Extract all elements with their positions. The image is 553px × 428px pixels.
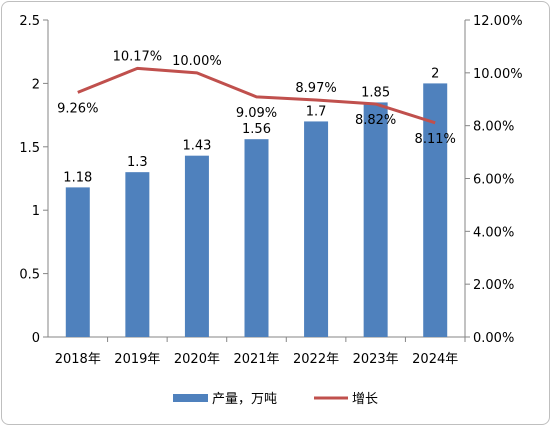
legend-label-line: 增长 [352,392,378,407]
bar [244,139,269,337]
bar [65,187,90,337]
left-axis-tick-label: 0.5 [19,268,40,283]
bar [423,83,448,338]
right-axis-tick-label: 6.00% [473,173,514,188]
x-axis-tick-label: 2024年 [412,352,458,367]
bar [184,155,209,337]
left-axis-tick-label: 0 [32,331,40,346]
bar-data-label: 1.3 [127,155,148,170]
x-axis-tick-label: 2018年 [55,352,101,367]
right-axis-tick-label: 10.00% [473,67,523,82]
right-axis-tick-label: 12.00% [473,14,523,29]
x-axis-tick-label: 2021年 [233,352,279,367]
line-series [77,66,436,125]
left-axis-tick-label: 2.5 [19,14,40,29]
bar-data-label: 1.7 [306,104,327,119]
x-axis-tick-label: 2019年 [114,352,160,367]
growth-line [77,66,436,125]
legend: 产量，万吨 增长 [173,392,378,407]
right-axis-tick-label: 0.00% [473,331,514,346]
left-axis-tick-label: 1.5 [19,141,40,156]
x-axis-tick-label: 2023年 [353,352,399,367]
bar [304,121,329,337]
right-axis-tick-label: 2.00% [473,278,514,293]
line-data-label: 8.82% [355,113,396,128]
bar-data-label: 1.56 [242,122,271,137]
legend-swatch-bar [173,394,208,402]
line-data-label: 9.09% [236,106,277,121]
line-data-label: 9.26% [57,101,98,116]
bar-data-label: 1.43 [182,139,211,154]
line-data-label: 10.17% [113,49,163,64]
bar-data-label: 2 [431,66,439,81]
left-axis-tick-label: 1 [32,204,40,219]
line-data-label: 8.11% [415,132,456,147]
right-axis-tick-label: 8.00% [473,120,514,135]
axes: 0 0.5 1 1.5 2 2.5 0.00% 2.00% 4.00% 6.00% 8.00% 10.… [19,14,522,367]
legend-label-bar: 产量，万吨 [212,392,277,407]
bar-data-label: 1.18 [63,170,92,185]
x-axis-tick-label: 2020年 [174,352,220,367]
bar-data-label: 1.85 [361,85,390,100]
bar-data-labels: 1.18 1.3 1.43 1.56 1.7 1.85 2 [63,66,439,185]
bar [363,102,388,337]
bar [125,172,150,337]
right-axis-tick-label: 4.00% [473,225,514,240]
line-data-label: 8.97% [295,81,336,96]
line-data-label: 10.00% [172,54,222,69]
x-axis-tick-label: 2022年 [293,352,339,367]
left-axis-tick-label: 2 [32,77,40,92]
bar-series [65,83,448,338]
line-data-labels: 9.26% 10.17% 10.00% 9.09% 8.97% 8.82% 8.11% [57,49,456,146]
